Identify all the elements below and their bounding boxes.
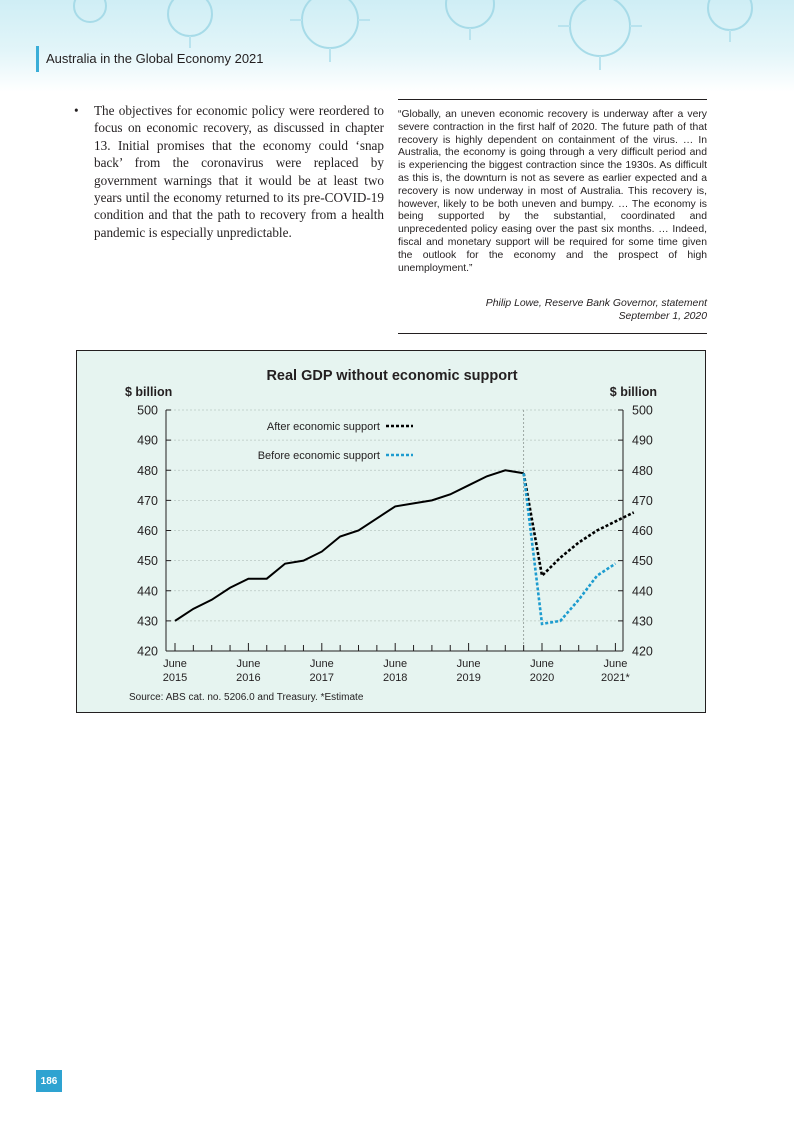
quote-attribution: Philip Lowe, Reserve Bank Governor, stat… (486, 298, 707, 324)
header-accent-bar (36, 46, 39, 72)
y-tick-label-left: 450 (137, 554, 158, 568)
y-tick-label-left: 470 (137, 494, 158, 508)
y-tick-label-right: 460 (632, 524, 653, 538)
bullet-dot-icon: • (74, 103, 79, 118)
chart-title: Real GDP without economic support (266, 368, 517, 384)
series-line-1 (522, 473, 635, 579)
legend-label-1: After economic support (267, 421, 380, 433)
x-tick-label-year: 2017 (310, 672, 334, 684)
quote-text: “Globally, an uneven economic recovery i… (398, 109, 707, 274)
page-number: 186 (36, 1070, 62, 1092)
x-tick-label-year: 2018 (383, 672, 407, 684)
x-tick-label-month: June (383, 658, 407, 670)
header-banner (0, 0, 794, 92)
y-tick-label-right: 440 (632, 584, 653, 598)
y-tick-label-right: 450 (632, 554, 653, 568)
y-tick-label-right: 470 (632, 494, 653, 508)
bullet-paragraph: • The objectives for economic policy wer… (74, 102, 384, 241)
x-tick-label-month: June (236, 658, 260, 670)
y-tick-label-right: 500 (632, 404, 653, 418)
x-tick-label-month: June (457, 658, 481, 670)
y-axis-label-left: $ billion (125, 385, 172, 399)
x-tick-label-month: June (603, 658, 627, 670)
series-line-2 (522, 473, 617, 626)
x-tick-label-year: 2015 (163, 672, 187, 684)
chart-source: Source: ABS cat. no. 5206.0 and Treasury… (129, 692, 364, 703)
x-tick-label-year: 2021* (601, 672, 630, 684)
x-tick-label-month: June (530, 658, 554, 670)
x-tick-label-year: 2019 (456, 672, 480, 684)
running-header: Australia in the Global Economy 2021 (46, 51, 264, 66)
y-axis-label-right: $ billion (610, 385, 657, 399)
chart-canvas: Real GDP without economic support $ bill… (125, 368, 657, 703)
x-tick-label-month: June (163, 658, 187, 670)
gdp-chart: Real GDP without economic support $ bill… (76, 350, 706, 713)
y-tick-label-right: 490 (632, 434, 653, 448)
y-tick-label-left: 490 (137, 434, 158, 448)
legend-label-2: Before economic support (258, 450, 380, 462)
x-tick-label-year: 2016 (236, 672, 260, 684)
x-tick-label-year: 2020 (530, 672, 554, 684)
y-tick-label-left: 500 (137, 404, 158, 418)
x-tick-label-month: June (310, 658, 334, 670)
y-tick-label-left: 440 (137, 584, 158, 598)
y-tick-label-left: 430 (137, 614, 158, 628)
bullet-text: The objectives for economic policy were … (94, 103, 384, 240)
y-tick-label-left: 480 (137, 464, 158, 478)
attribution-line-1: Philip Lowe, Reserve Bank Governor, stat… (485, 298, 707, 309)
virus-illustration (73, 0, 753, 70)
y-tick-label-right: 430 (632, 614, 653, 628)
y-tick-label-right: 420 (632, 645, 653, 659)
y-tick-label-left: 460 (137, 524, 158, 538)
quote-box: “Globally, an uneven economic recovery i… (398, 99, 707, 334)
history-line (174, 469, 524, 622)
attribution-line-2: September 1, 2020 (618, 310, 707, 322)
y-tick-label-right: 480 (632, 464, 653, 478)
y-tick-label-left: 420 (137, 645, 158, 659)
